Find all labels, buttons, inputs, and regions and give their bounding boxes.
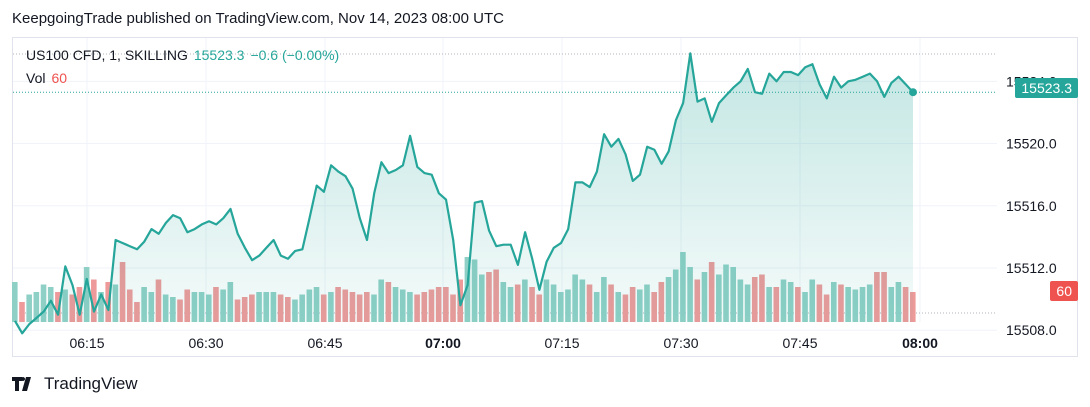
x-tick-label: 07:45 xyxy=(782,335,817,351)
x-tick-label: 07:00 xyxy=(425,335,461,351)
volume-legend-value: 60 xyxy=(51,70,68,86)
chart-legend: US100 CFD, 1, SKILLING 15523.3 −0.6 (−0.00… xyxy=(26,47,339,63)
volume-bar xyxy=(33,292,40,322)
publisher-line: KeepgoingTrade published on TradingView.… xyxy=(12,10,504,27)
volume-bar xyxy=(55,292,61,322)
x-tick-label: 07:15 xyxy=(544,335,579,351)
volume-bar xyxy=(19,302,25,322)
tradingview-logo-icon xyxy=(12,377,31,391)
x-tick-label: 08:00 xyxy=(902,335,938,351)
x-tick-label: 06:45 xyxy=(307,335,342,351)
volume-bar xyxy=(40,284,47,322)
price-area-fill xyxy=(15,53,913,334)
volume-legend: Vol 60 xyxy=(26,70,67,86)
last-price-tag: 15523.3 xyxy=(1015,78,1078,98)
volume-bar xyxy=(91,279,97,322)
brand-name: TradingView xyxy=(44,374,138,393)
y-tick-label: 15520.0 xyxy=(1006,136,1057,152)
x-tick-label: 06:15 xyxy=(69,335,104,351)
price-line xyxy=(14,52,914,335)
volume-bar xyxy=(12,282,18,322)
y-tick-label: 15516.0 xyxy=(1006,198,1057,214)
y-tick-label: 15508.0 xyxy=(1006,322,1057,338)
x-tick-label: 07:30 xyxy=(663,335,698,351)
x-tick-label: 06:30 xyxy=(188,335,223,351)
volume-bar xyxy=(76,287,83,322)
volume-tag: 60 xyxy=(1050,281,1078,301)
volume-bar xyxy=(26,294,32,322)
legend-symbol: US100 CFD, 1, SKILLING xyxy=(26,47,188,63)
legend-change: −0.6 (−0.00%) xyxy=(250,47,340,63)
tradingview-logo[interactable]: TradingView xyxy=(12,374,138,394)
legend-last-price: 15523.3 xyxy=(193,47,245,63)
chart-frame xyxy=(12,37,1078,357)
last-price-dot xyxy=(909,88,917,97)
volume-legend-label: Vol xyxy=(26,70,46,86)
y-tick-label: 15512.0 xyxy=(1006,260,1057,276)
